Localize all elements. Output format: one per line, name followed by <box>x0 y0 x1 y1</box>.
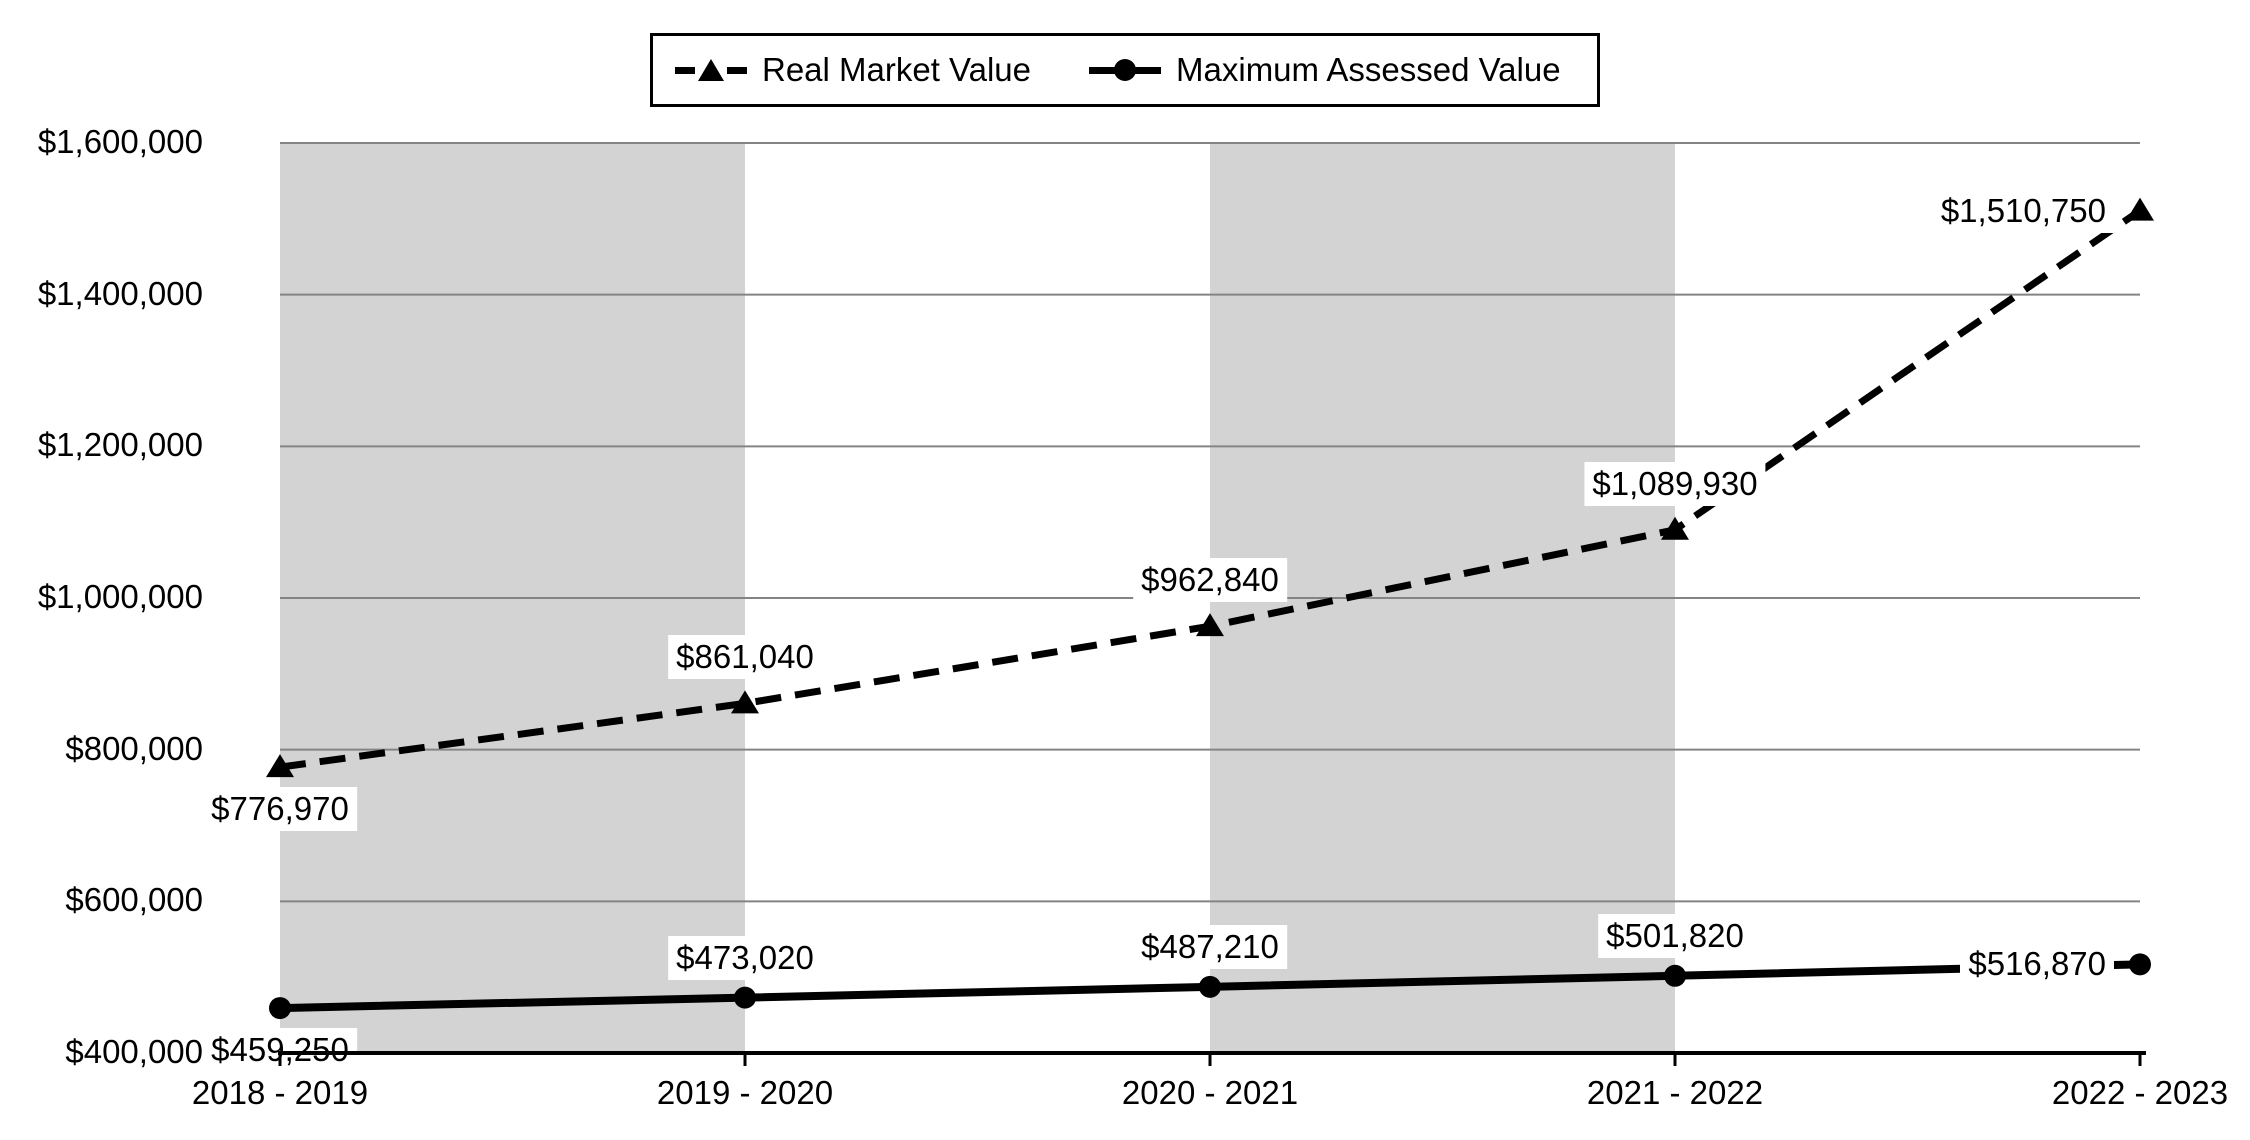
data-label: $776,970 <box>203 787 357 832</box>
circle-marker <box>2129 953 2151 976</box>
data-label: $861,040 <box>668 635 822 680</box>
data-label: $501,820 <box>1598 913 1752 958</box>
x-axis-label: 2021 - 2022 <box>1586 1074 1764 1111</box>
circle-marker <box>734 986 756 1009</box>
data-label: $962,840 <box>1133 558 1287 603</box>
legend: Real Market Value Maximum Assessed Value <box>650 33 1600 107</box>
legend-sample-solid-circle-icon <box>1089 57 1162 83</box>
y-axis-label: $400,000 <box>65 1033 203 1071</box>
triangle-marker <box>1196 613 1224 637</box>
legend-entry: Real Market Value <box>675 51 1031 89</box>
circle-marker <box>1664 964 1686 987</box>
triangle-marker <box>266 754 294 778</box>
triangle-marker <box>731 690 759 714</box>
circle-marker <box>269 997 291 1020</box>
x-axis-label: 2018 - 2019 <box>191 1074 369 1111</box>
x-axis-label: 2020 - 2021 <box>1121 1074 1299 1111</box>
data-label: $1,089,930 <box>1584 461 1766 506</box>
legend-sample-dashed-triangle-icon <box>675 57 747 83</box>
legend-entry: Maximum Assessed Value <box>1089 51 1561 89</box>
x-axis-label: 2019 - 2020 <box>656 1074 834 1111</box>
y-axis-label: $1,400,000 <box>37 274 203 312</box>
legend-label: Real Market Value <box>762 51 1032 88</box>
y-axis-label: $600,000 <box>65 881 203 919</box>
circle-marker <box>1199 975 1221 998</box>
x-axis-label: 2022 - 2023 <box>2051 1074 2229 1111</box>
y-axis-label: $1,000,000 <box>37 578 203 616</box>
y-axis-label: $800,000 <box>65 729 203 767</box>
triangle-marker <box>1661 516 1689 540</box>
triangle-marker <box>2126 197 2154 221</box>
legend-label: Maximum Assessed Value <box>1176 51 1561 88</box>
y-axis-label: $1,200,000 <box>37 426 203 464</box>
y-axis-label: $1,600,000 <box>37 123 203 161</box>
data-label: $487,210 <box>1133 924 1287 969</box>
data-label: $473,020 <box>668 935 822 980</box>
data-label: $1,510,750 <box>1932 188 2114 233</box>
data-label: $516,870 <box>1960 942 2114 987</box>
